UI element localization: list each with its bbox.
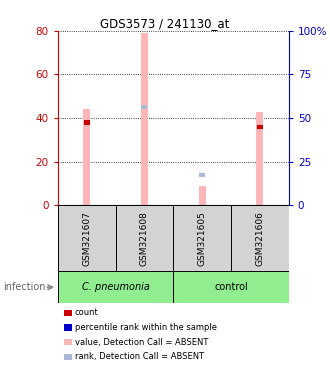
Text: value, Detection Call = ABSENT: value, Detection Call = ABSENT xyxy=(75,338,208,347)
Bar xyxy=(83,109,90,205)
Bar xyxy=(173,205,231,271)
Bar xyxy=(142,105,147,109)
Text: GSM321605: GSM321605 xyxy=(198,211,207,265)
Bar xyxy=(58,205,115,271)
Bar xyxy=(64,324,72,331)
Text: C. pneumonia: C. pneumonia xyxy=(82,282,149,292)
Text: rank, Detection Call = ABSENT: rank, Detection Call = ABSENT xyxy=(75,352,204,361)
Text: GSM321606: GSM321606 xyxy=(255,211,264,265)
Text: control: control xyxy=(214,282,248,292)
Text: count: count xyxy=(75,308,99,318)
Bar xyxy=(115,205,173,271)
Bar xyxy=(84,120,89,125)
Bar xyxy=(173,271,289,303)
Bar xyxy=(64,339,72,345)
Text: GSM321607: GSM321607 xyxy=(82,211,91,265)
Text: percentile rank within the sample: percentile rank within the sample xyxy=(75,323,217,332)
Bar xyxy=(257,125,263,129)
Bar xyxy=(64,354,72,360)
Bar xyxy=(256,111,263,205)
Text: GDS3573 / 241130_at: GDS3573 / 241130_at xyxy=(100,17,230,30)
Bar xyxy=(231,205,289,271)
Bar xyxy=(199,173,205,177)
Text: GSM321608: GSM321608 xyxy=(140,211,149,265)
Bar xyxy=(64,310,72,316)
Bar xyxy=(141,33,148,205)
Text: infection: infection xyxy=(3,282,46,292)
Bar xyxy=(199,186,206,205)
Bar xyxy=(58,271,173,303)
